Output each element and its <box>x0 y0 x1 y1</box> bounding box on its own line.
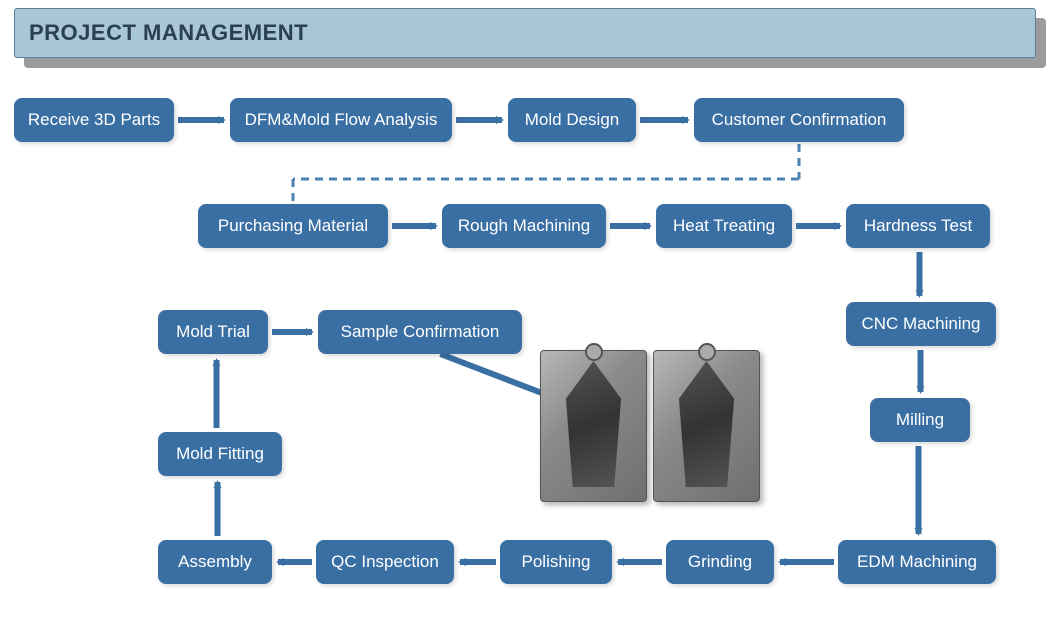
flow-node-n9: CNC Machining <box>846 302 996 346</box>
flow-node-n7: Heat Treating <box>656 204 792 248</box>
flow-node-n16: Mold Fitting <box>158 432 282 476</box>
flow-node-n13: Polishing <box>500 540 612 584</box>
flow-node-n2: DFM&Mold Flow Analysis <box>230 98 452 142</box>
flow-node-n18: Sample Confirmation <box>318 310 522 354</box>
flow-node-n15: Assembly <box>158 540 272 584</box>
mold-image <box>540 350 760 502</box>
flow-node-n3: Mold Design <box>508 98 636 142</box>
mold-half-right <box>653 350 760 502</box>
flow-node-n4: Customer Confirmation <box>694 98 904 142</box>
page-title: PROJECT MANAGEMENT <box>29 20 308 46</box>
flow-node-n6: Rough Machining <box>442 204 606 248</box>
flow-node-n8: Hardness Test <box>846 204 990 248</box>
flow-node-n1: Receive 3D Parts <box>14 98 174 142</box>
flow-node-n5: Purchasing Material <box>198 204 388 248</box>
header-bar: PROJECT MANAGEMENT <box>14 8 1036 58</box>
flow-node-n14: QC Inspection <box>316 540 454 584</box>
flow-node-n17: Mold Trial <box>158 310 268 354</box>
flow-node-n11: EDM Machining <box>838 540 996 584</box>
mold-half-left <box>540 350 647 502</box>
flow-node-n10: Milling <box>870 398 970 442</box>
flow-node-n12: Grinding <box>666 540 774 584</box>
header: PROJECT MANAGEMENT <box>14 8 1036 68</box>
